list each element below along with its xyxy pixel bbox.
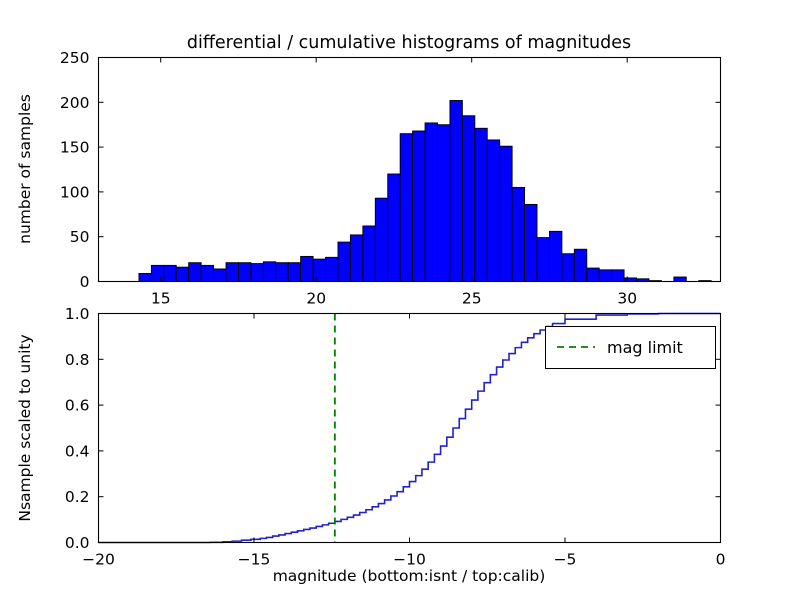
histogram-bar [674, 277, 686, 281]
histogram-bar [151, 265, 163, 281]
histogram-bar [226, 263, 238, 282]
top-x-tick-label: 25 [462, 290, 482, 308]
histogram-bar [388, 174, 400, 282]
bottom-x-tick-label: −10 [393, 551, 426, 569]
legend[interactable]: mag limit [546, 327, 716, 369]
histogram-bar [189, 263, 201, 282]
top-x-tick-label: 30 [617, 290, 637, 308]
top-y-tick-label: 250 [60, 49, 90, 67]
histogram-bar [574, 249, 586, 281]
bottom-x-tick-label: −5 [554, 551, 577, 569]
histogram-bar [549, 231, 561, 281]
histogram-bar [525, 204, 537, 281]
histogram-bar [462, 116, 474, 282]
histogram-bar [475, 128, 487, 281]
bottom-x-tick-label: 0 [716, 551, 726, 569]
top-x-tick-label: 15 [151, 290, 171, 308]
plot-svg: differential / cumulative histograms of … [0, 0, 800, 600]
histogram-bar [512, 187, 524, 281]
top-axes: 15 20 25 30 0 50 100 150 200 250 number of sample… [16, 49, 721, 308]
histogram-bar [487, 140, 499, 282]
histogram-bar [139, 273, 151, 281]
histogram-bar [537, 238, 549, 282]
histogram-bar [313, 259, 325, 281]
top-y-tick-label: 200 [60, 94, 90, 112]
histogram-bar [425, 123, 437, 282]
histogram-bar [176, 267, 188, 281]
bottom-x-tick-label: −20 [82, 551, 115, 569]
histogram-bar [301, 256, 313, 281]
histogram-bar [400, 134, 412, 282]
histogram-bar [612, 270, 624, 282]
top-y-tick-label: 0 [80, 273, 90, 291]
histogram-bar [326, 257, 338, 281]
bottom-y-axis-label: Nsample scaled to unity [16, 334, 34, 521]
histogram-bar [214, 269, 226, 282]
chart-title: differential / cumulative histograms of … [187, 33, 631, 53]
figure-canvas: differential / cumulative histograms of … [0, 0, 800, 600]
bottom-x-axis-label: magnitude (bottom:isnt / top:calib) [273, 567, 546, 585]
histogram-bar [375, 198, 387, 281]
histogram-bars [139, 101, 711, 282]
top-y-tick-label: 100 [60, 183, 90, 201]
top-y-tick-label: 150 [60, 139, 90, 157]
histogram-bar [450, 101, 462, 282]
histogram-bar [437, 125, 449, 282]
bottom-axes: −20 −15 −10 −5 0 0.0 0.2 0.4 0.6 0.8 1.0 Nsample s… [16, 305, 725, 585]
bottom-x-tick-label: −15 [238, 551, 271, 569]
histogram-bar [276, 263, 288, 282]
top-x-tick-label: 20 [306, 290, 326, 308]
histogram-bar [251, 264, 263, 282]
histogram-bar [413, 131, 425, 282]
histogram-bar [587, 268, 599, 281]
histogram-bar [562, 254, 574, 282]
bottom-y-tick-label: 0.0 [65, 534, 90, 552]
histogram-bar [338, 242, 350, 281]
legend-label-mag-limit: mag limit [607, 338, 683, 357]
histogram-bar [599, 270, 611, 282]
top-y-tick-label: 50 [70, 228, 90, 246]
histogram-bar [164, 265, 176, 281]
bottom-y-tick-label: 0.2 [65, 488, 90, 506]
bottom-y-tick-label: 1.0 [65, 305, 90, 323]
histogram-bar [350, 235, 362, 282]
histogram-bar [263, 262, 275, 282]
bottom-y-tick-label: 0.6 [65, 397, 90, 415]
histogram-bar [201, 265, 213, 281]
bottom-y-tick-label: 0.8 [65, 351, 90, 369]
top-y-axis-label: number of samples [16, 94, 34, 244]
histogram-bar [238, 263, 250, 282]
histogram-bar [500, 146, 512, 281]
histogram-bar [363, 226, 375, 282]
bottom-y-tick-label: 0.4 [65, 442, 90, 460]
histogram-bar [288, 263, 300, 282]
